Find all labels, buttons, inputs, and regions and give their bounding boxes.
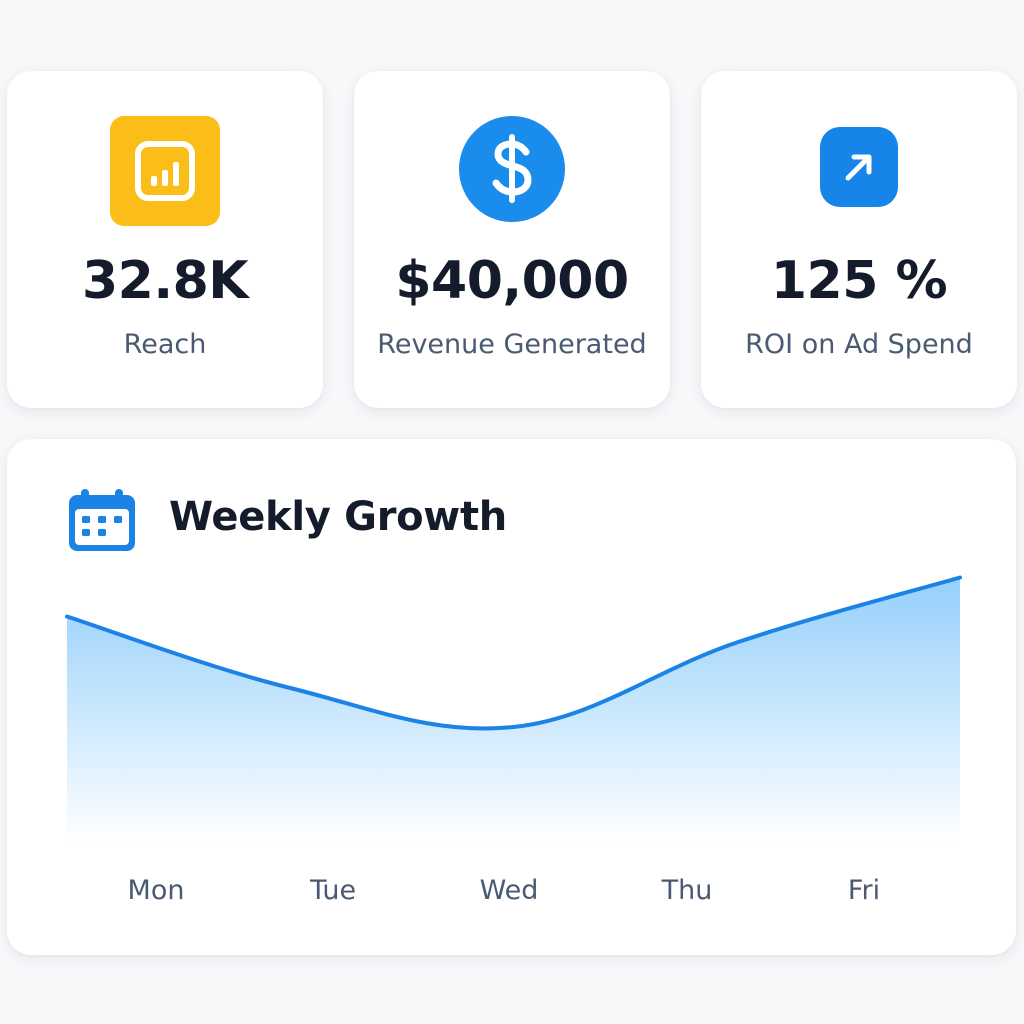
- roi-label: ROI on Ad Spend: [745, 329, 973, 360]
- x-axis-ticks: Mon Tue Wed Thu Fri: [128, 875, 881, 906]
- dollar-icon: [459, 116, 565, 222]
- revenue-label: Revenue Generated: [377, 329, 647, 360]
- chart-title: Weekly Growth: [169, 494, 507, 540]
- growth-area: [67, 577, 960, 844]
- x-tick-label-fri: Fri: [848, 875, 880, 906]
- arrow-up-right-icon: [820, 127, 898, 207]
- weekly-growth-chart: Mon Tue Wed Thu Fri: [65, 575, 962, 906]
- x-tick-label-mon: Mon: [128, 875, 185, 906]
- x-tick-label-thu: Thu: [661, 875, 713, 906]
- x-tick-label-wed: Wed: [480, 875, 539, 906]
- roi-value: 125 %: [770, 251, 948, 311]
- reach-value: 32.8K: [81, 251, 249, 311]
- growth-line: [65, 575, 962, 731]
- calendar-icon: [67, 487, 137, 553]
- reach-card: 32.8K Reach: [7, 71, 323, 408]
- revenue-value: $40,000: [395, 251, 629, 311]
- reach-label: Reach: [123, 329, 207, 360]
- bar-chart-icon: [110, 116, 220, 226]
- revenue-card: $40,000 Revenue Generated: [354, 71, 670, 408]
- x-tick-label-tue: Tue: [309, 875, 356, 906]
- roi-card: 125 % ROI on Ad Spend: [701, 71, 1017, 408]
- weekly-growth-card: Mon Tue Wed Thu Fri Weekly Growth: [7, 439, 1016, 955]
